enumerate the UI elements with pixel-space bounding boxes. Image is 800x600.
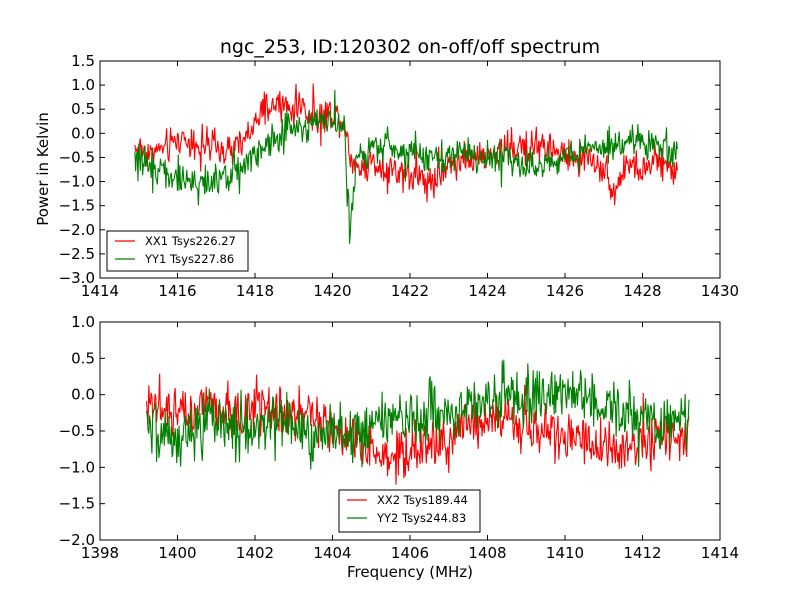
chart-bottom-legend: XX2 Tsys189.44 YY2 Tsys244.83 [338, 489, 481, 533]
x-tick-label: 1404 [313, 544, 351, 562]
x-tick-label: 1430 [701, 282, 739, 300]
y-tick-label: 1.5 [71, 52, 95, 70]
y-tick-label: 1.0 [71, 76, 95, 94]
series-line-2 [134, 89, 678, 244]
chart-top-ticks: 1414 1416 1418 1420 1422 1424 1426 1428 1430 −3.0… [59, 52, 740, 300]
y-tick-label: −0.5 [59, 422, 95, 440]
chart-top: ngc_253, ID:120302 on-off/off spectrum P… [34, 36, 739, 300]
legend-label: YY2 Tsys244.83 [376, 511, 466, 525]
legend-label: XX1 Tsys226.27 [145, 234, 236, 248]
legend-box [338, 489, 481, 533]
x-tick-label: 1428 [623, 282, 661, 300]
y-tick-label: 0.5 [71, 349, 95, 367]
x-tick-label: 1402 [236, 544, 274, 562]
x-tick-label: 1424 [468, 282, 506, 300]
y-tick-label: 0.0 [71, 124, 95, 142]
chart-top-series [134, 83, 678, 244]
legend-label: XX2 Tsys189.44 [377, 493, 468, 507]
x-tick-label: 1426 [546, 282, 584, 300]
y-tick-label: −1.5 [59, 495, 95, 513]
chart-top-legend: XX1 Tsys226.27 YY1 Tsys227.86 [106, 230, 249, 272]
x-tick-label: 1416 [158, 282, 196, 300]
chart-top-title: ngc_253, ID:120302 on-off/off spectrum [220, 36, 600, 58]
x-tick-label: 1400 [158, 544, 196, 562]
y-tick-label: 1.0 [71, 313, 95, 331]
chart-top-ylabel: Power in Kelvin [34, 112, 52, 226]
x-tick-label: 1408 [468, 544, 506, 562]
y-tick-label: −1.0 [59, 173, 95, 191]
y-tick-label: −1.0 [59, 458, 95, 476]
x-tick-label: 1414 [701, 544, 739, 562]
y-tick-label: −2.0 [59, 531, 95, 549]
x-tick-label: 1406 [391, 544, 429, 562]
y-tick-label: −0.5 [59, 148, 95, 166]
y-tick-label: −3.0 [59, 269, 95, 287]
chart-bottom: Frequency (MHz) 1398 1400 1402 1404 1406 1408… [59, 313, 740, 581]
legend-label: YY1 Tsys227.86 [144, 252, 234, 266]
x-tick-label: 1410 [546, 544, 584, 562]
series-line-1 [145, 373, 690, 485]
series-line-2 [145, 359, 690, 470]
x-tick-label: 1398 [81, 544, 119, 562]
y-tick-label: −2.0 [59, 221, 95, 239]
x-tick-label: 1412 [623, 544, 661, 562]
y-tick-label: 0.5 [71, 100, 95, 118]
x-tick-label: 1422 [391, 282, 429, 300]
chart-bottom-series [145, 359, 690, 485]
x-tick-label: 1418 [236, 282, 274, 300]
chart-bottom-xlabel: Frequency (MHz) [347, 563, 473, 581]
chart-bottom-ticks: 1398 1400 1402 1404 1406 1408 1410 1412 1414 −2.0… [59, 313, 740, 562]
x-tick-label: 1414 [81, 282, 119, 300]
y-tick-label: −1.5 [59, 197, 95, 215]
x-tick-label: 1420 [313, 282, 351, 300]
legend-box [106, 230, 249, 272]
y-tick-label: 0.0 [71, 386, 95, 404]
y-tick-label: −2.5 [59, 245, 95, 263]
